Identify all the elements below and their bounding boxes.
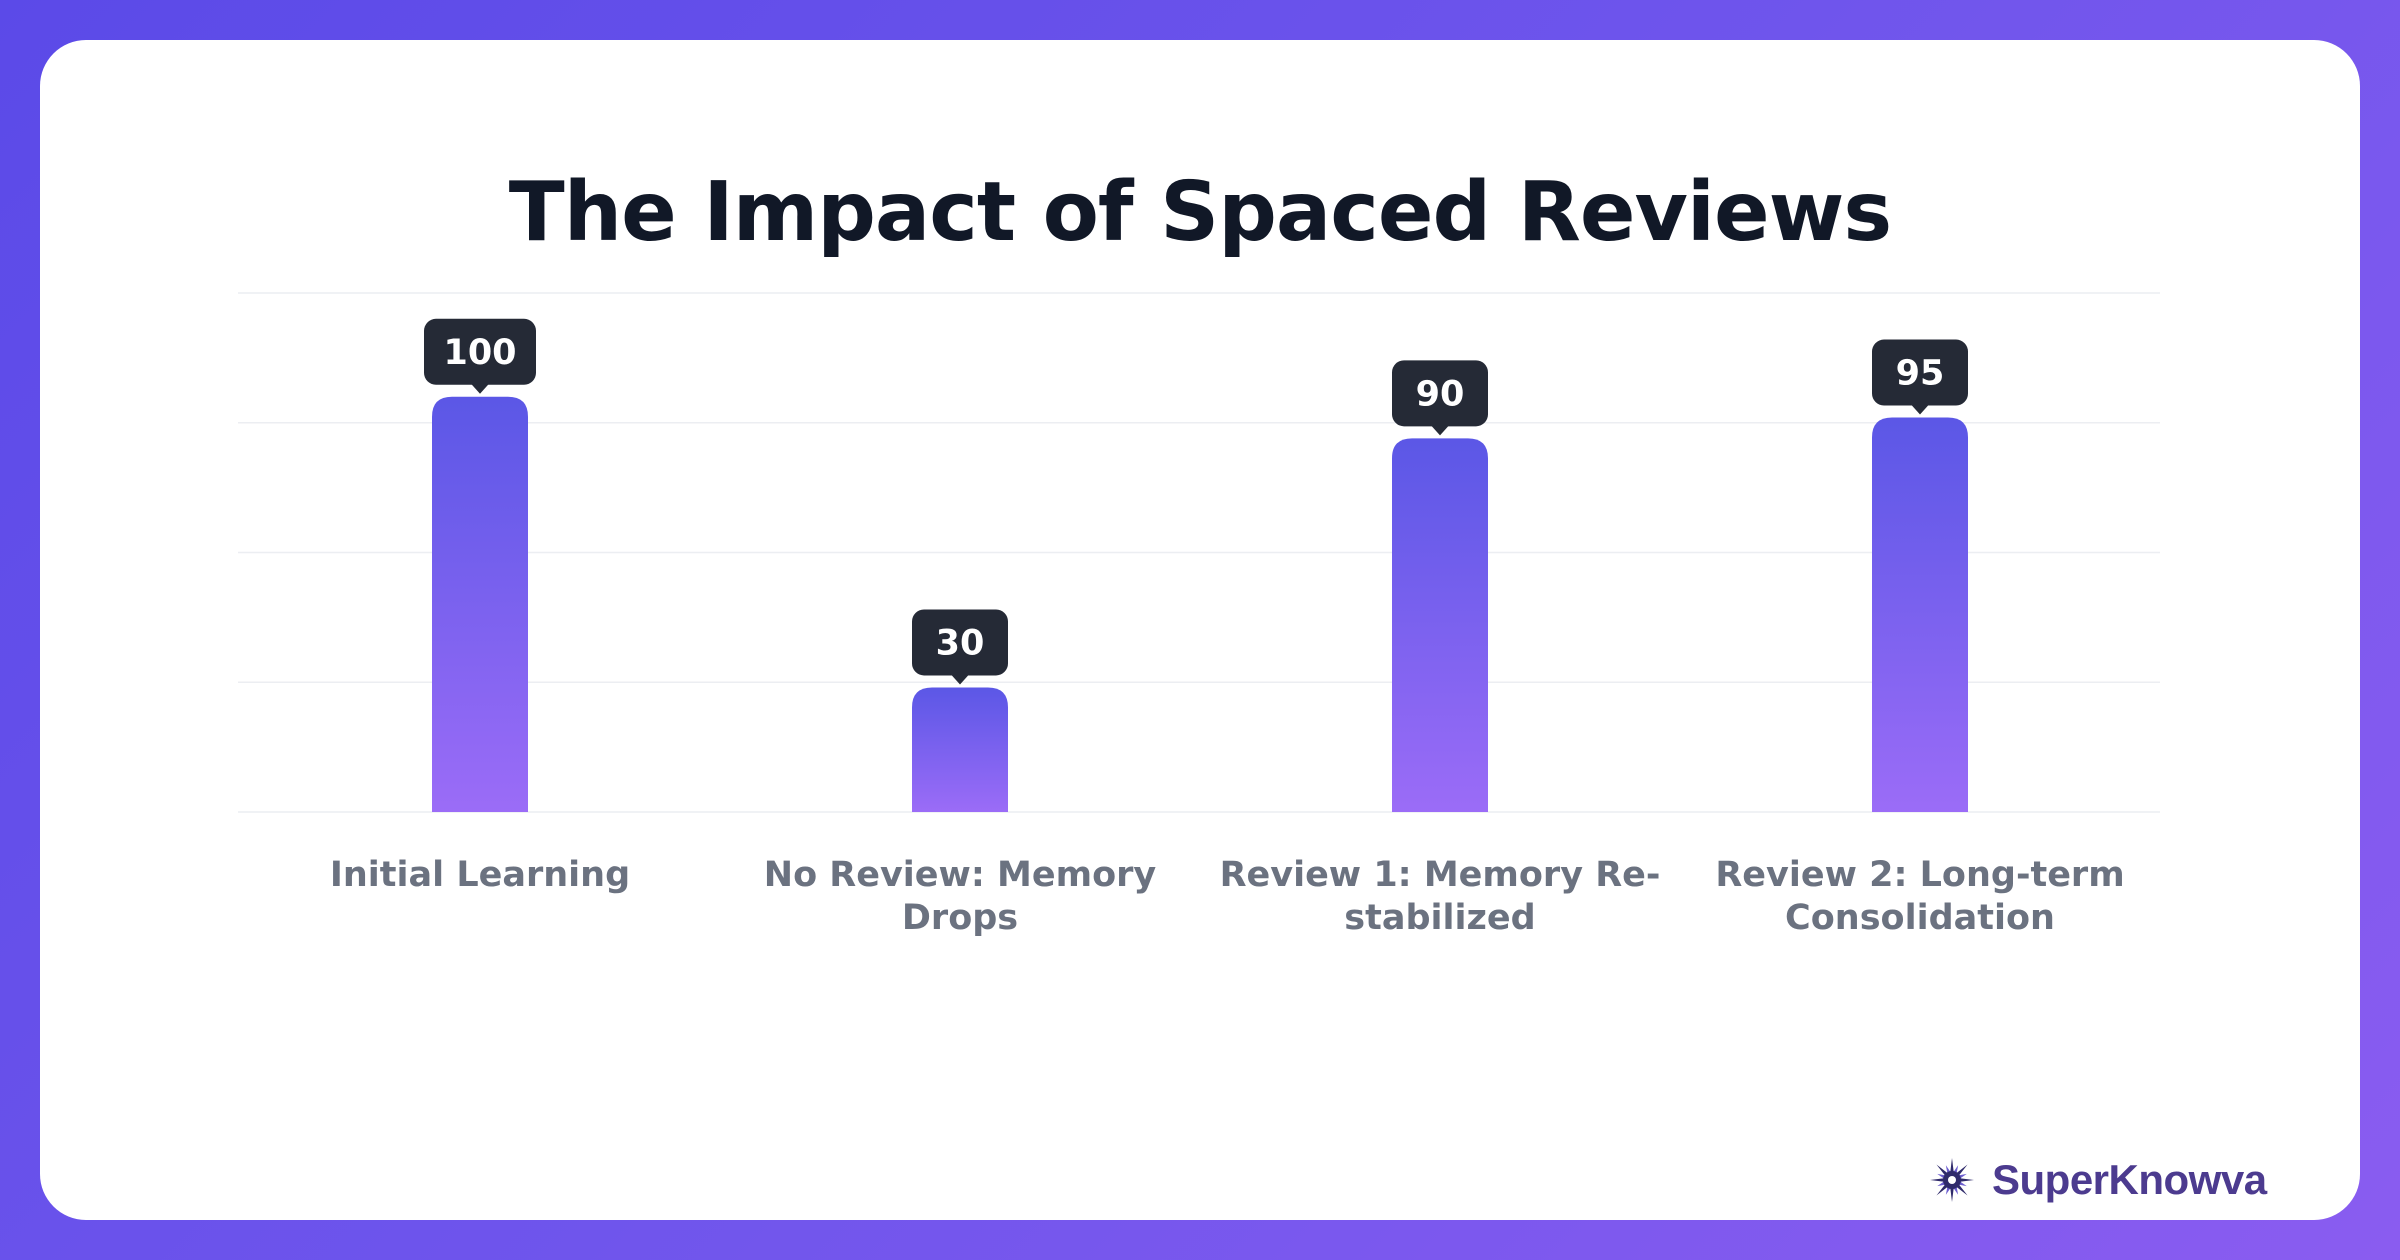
data-label: 95 xyxy=(1872,339,1968,415)
chart-title: The Impact of Spaced Reviews xyxy=(508,165,1892,260)
data-label-pointer xyxy=(1911,404,1929,415)
x-tick-label: Initial Learning xyxy=(330,855,630,895)
data-label-text: 90 xyxy=(1416,374,1465,414)
data-label-text: 95 xyxy=(1896,354,1945,394)
chart-card xyxy=(40,40,2360,1220)
x-tick-label: Review 1: Memory Re-stabilized xyxy=(1220,855,1661,938)
data-label-pointer xyxy=(471,383,489,394)
data-label: 30 xyxy=(912,609,1008,685)
data-label-box xyxy=(1392,360,1488,427)
data-label: 90 xyxy=(1392,360,1488,436)
data-label-box xyxy=(424,318,536,385)
brand-logo: SuperKnowva xyxy=(1928,1150,2267,1210)
data-label-text: 100 xyxy=(443,333,516,373)
bar xyxy=(1392,438,1488,812)
x-tick-label: Review 2: Long-term Consolidation xyxy=(1715,855,2124,938)
x-tick-label: No Review: Memory Drops xyxy=(764,855,1157,938)
data-label-pointer xyxy=(1431,425,1449,436)
bar xyxy=(912,687,1008,812)
data-label-text: 30 xyxy=(936,623,985,663)
starburst-logo-icon xyxy=(1930,1158,1974,1202)
bar xyxy=(432,396,528,812)
bar xyxy=(1872,417,1968,812)
brand-name: SuperKnowva xyxy=(1992,1156,2267,1203)
data-label-box xyxy=(1872,339,1968,406)
data-label-box xyxy=(912,609,1008,676)
data-label: 100 xyxy=(424,318,536,394)
data-label-pointer xyxy=(951,674,969,685)
